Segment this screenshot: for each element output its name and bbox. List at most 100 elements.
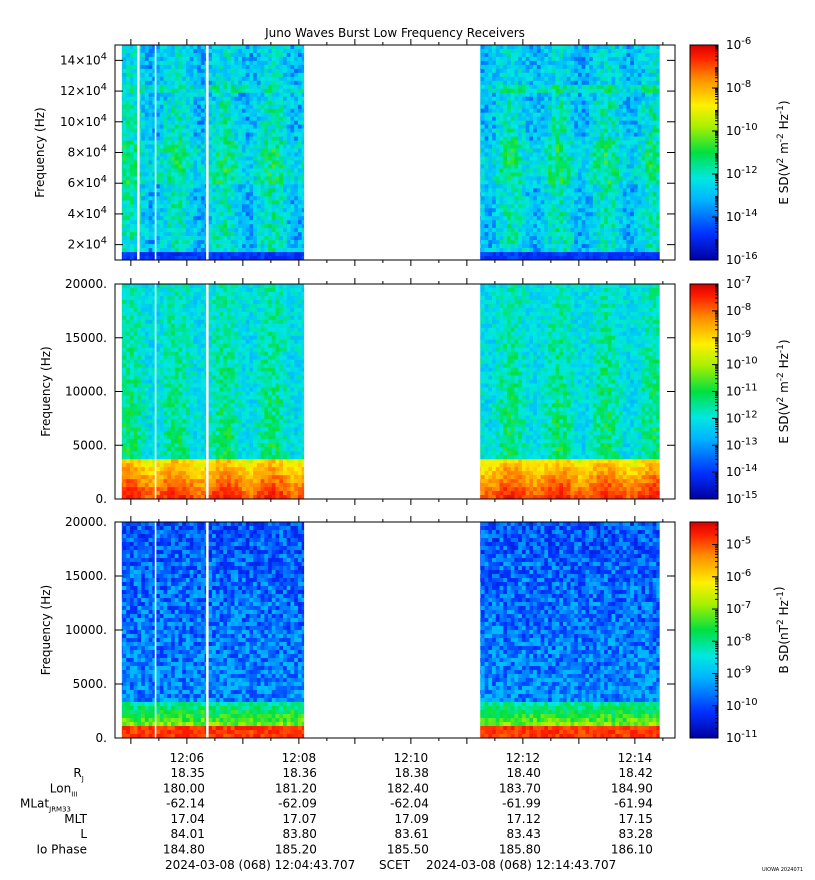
y-axis-label: Frequency (Hz) xyxy=(33,107,47,198)
colorbar-tick-label: 10-7 xyxy=(726,600,751,616)
colorbar-tick-label: 10-10 xyxy=(726,122,758,138)
y-axis-label: Frequency (Hz) xyxy=(39,346,53,437)
ephemeris-value: 185.20 xyxy=(275,843,317,857)
y-tick-label: 8×104 xyxy=(68,144,107,160)
y-tick-label: 5000. xyxy=(73,677,107,691)
colorbar-tick-label: 10-10 xyxy=(726,356,758,372)
y-tick-label: 15000. xyxy=(65,569,107,583)
time-label: 12:06 xyxy=(170,751,205,765)
colorbar-tick-label: 10-14 xyxy=(726,208,758,224)
spectrogram-heatmap xyxy=(121,284,660,500)
ephemeris-value: -62.04 xyxy=(390,797,429,811)
ephemeris-value: 184.90 xyxy=(611,781,653,795)
y-tick-label: 0. xyxy=(96,731,107,745)
y-axis-label: Frequency (Hz) xyxy=(39,585,53,676)
y-tick-label: 6×104 xyxy=(68,174,107,190)
time-axis-labels: 12:06 12:08 12:10 12:12 12:14 xyxy=(170,751,653,765)
colorbar-label: E SD(V2 m-2 Hz-1) xyxy=(776,339,791,443)
colorbar-tick-label: 10-7 xyxy=(726,275,751,291)
panel-1: 2×104 4×104 6×104 8×104 10×104 12×104 14×104 Fr… xyxy=(33,36,791,267)
colorbar-tick-label: 10-16 xyxy=(726,251,758,267)
figure-title: Juno Waves Burst Low Frequency Receivers xyxy=(264,26,525,40)
ephemeris-value: 83.43 xyxy=(507,827,541,841)
ephemeris-value: -62.09 xyxy=(278,797,317,811)
y-tick-label: 2×104 xyxy=(68,236,107,252)
panel-3: 0. 5000. 10000. 15000. 20000. Frequency (Hz) 1… xyxy=(39,515,791,745)
colorbar-tick-label: 10-12 xyxy=(726,165,758,181)
colorbar-label: E SD(V2 m-2 Hz-1) xyxy=(776,100,791,204)
spectrogram-heatmap xyxy=(121,522,660,739)
ephemeris-value: 181.20 xyxy=(275,781,317,795)
colorbar-tick-label: 10-6 xyxy=(726,36,751,52)
footer-scet: SCET xyxy=(379,858,411,872)
ephemeris-value: -62.14 xyxy=(166,797,205,811)
ephemeris-value: 18.38 xyxy=(395,766,429,780)
footer-end-time: 2024-03-08 (068) 12:14:43.707 xyxy=(426,858,616,872)
ephemeris-value: 18.40 xyxy=(507,766,541,780)
ephemeris-value: 18.36 xyxy=(283,766,317,780)
time-label: 12:10 xyxy=(394,751,429,765)
colorbar-tick-label: 10-9 xyxy=(726,665,751,681)
colorbar-tick-label: 10-8 xyxy=(726,302,751,318)
ephemeris-value: 84.01 xyxy=(171,827,205,841)
y-tick-label: 0. xyxy=(96,492,107,506)
colorbar-tick-label: 10-12 xyxy=(726,409,758,425)
y-tick-label: 5000. xyxy=(73,438,107,452)
y-tick-label: 20000. xyxy=(65,277,107,291)
y-tick-label: 10000. xyxy=(65,623,107,637)
colorbar-tick-label: 10-10 xyxy=(726,697,758,713)
colorbar: 10-6 10-8 10-10 10-12 10-14 10-16 E SD(V2 m-2 … xyxy=(689,36,791,267)
ephemeris-value: 18.42 xyxy=(619,766,653,780)
ephemeris-row-label: L xyxy=(80,827,87,841)
colorbar-tick-label: 10-8 xyxy=(726,632,751,648)
ephemeris-row-label: LonIII xyxy=(50,781,78,798)
colorbar-tick-label: 10-15 xyxy=(726,490,758,506)
colorbar-tick-label: 10-9 xyxy=(726,329,751,345)
y-tick-label: 20000. xyxy=(65,515,107,529)
y-tick-label: 12×104 xyxy=(60,82,107,98)
ephemeris-value: -61.99 xyxy=(502,797,541,811)
y-tick-label: 15000. xyxy=(65,331,107,345)
ephemeris-value: -61.94 xyxy=(614,797,653,811)
ephemeris-value: 183.70 xyxy=(499,781,541,795)
ephemeris-value: 83.28 xyxy=(619,827,653,841)
time-label: 12:14 xyxy=(618,751,653,765)
ephemeris-value: 180.00 xyxy=(163,781,205,795)
spectrogram-heatmap xyxy=(121,45,660,261)
ephemeris-value: 184.80 xyxy=(163,843,205,857)
ephemeris-row-label: RJ xyxy=(73,766,83,783)
colorbar-tick-label: 10-5 xyxy=(726,536,751,552)
ephemeris-value: 185.50 xyxy=(387,843,429,857)
colorbar: 10-5 10-6 10-7 10-8 10-9 10-10 10-11 B SD(nT2 H… xyxy=(689,521,791,745)
ephemeris-value: 186.10 xyxy=(611,843,653,857)
footer-start-time: 2024-03-08 (068) 12:04:43.707 xyxy=(165,858,355,872)
colorbar-tick-label: 10-8 xyxy=(726,79,751,95)
colorbar-tick-label: 10-6 xyxy=(726,568,751,584)
colorbar-tick-label: 10-11 xyxy=(726,383,758,399)
ephemeris-value: 185.80 xyxy=(499,843,541,857)
ephemeris-table: RJ 18.35 18.36 18.38 18.40 18.42 LonIII 180.00 1… xyxy=(20,766,653,857)
colorbar-tick-label: 10-13 xyxy=(726,436,758,452)
time-label: 12:12 xyxy=(506,751,541,765)
colorbar-tick-label: 10-11 xyxy=(726,729,758,745)
y-tick-label: 10000. xyxy=(65,385,107,399)
colorbar: 10-7 10-8 10-9 10-10 10-11 10-12 10-13 10-14 10-… xyxy=(689,275,791,506)
time-label: 12:08 xyxy=(282,751,317,765)
ephemeris-row-label: Io Phase xyxy=(36,843,87,857)
ephemeris-value: 17.09 xyxy=(395,812,429,826)
ephemeris-value: 17.15 xyxy=(619,812,653,826)
colorbar-tick-label: 10-14 xyxy=(726,463,758,479)
ephemeris-value: 17.07 xyxy=(283,812,317,826)
ephemeris-value: 17.12 xyxy=(507,812,541,826)
colorbar-label: B SD(nT2 Hz-1) xyxy=(772,586,791,673)
ephemeris-row-label: MLT xyxy=(64,812,87,826)
footer-credit: UIOWA 2024071 xyxy=(762,867,803,873)
y-tick-label: 14×104 xyxy=(60,51,107,67)
ephemeris-value: 18.35 xyxy=(171,766,205,780)
ephemeris-row-label: MLatJRM33 xyxy=(20,797,71,814)
y-tick-label: 4×104 xyxy=(68,205,107,221)
ephemeris-value: 182.40 xyxy=(387,781,429,795)
ephemeris-value: 17.04 xyxy=(171,812,205,826)
ephemeris-value: 83.80 xyxy=(283,827,317,841)
